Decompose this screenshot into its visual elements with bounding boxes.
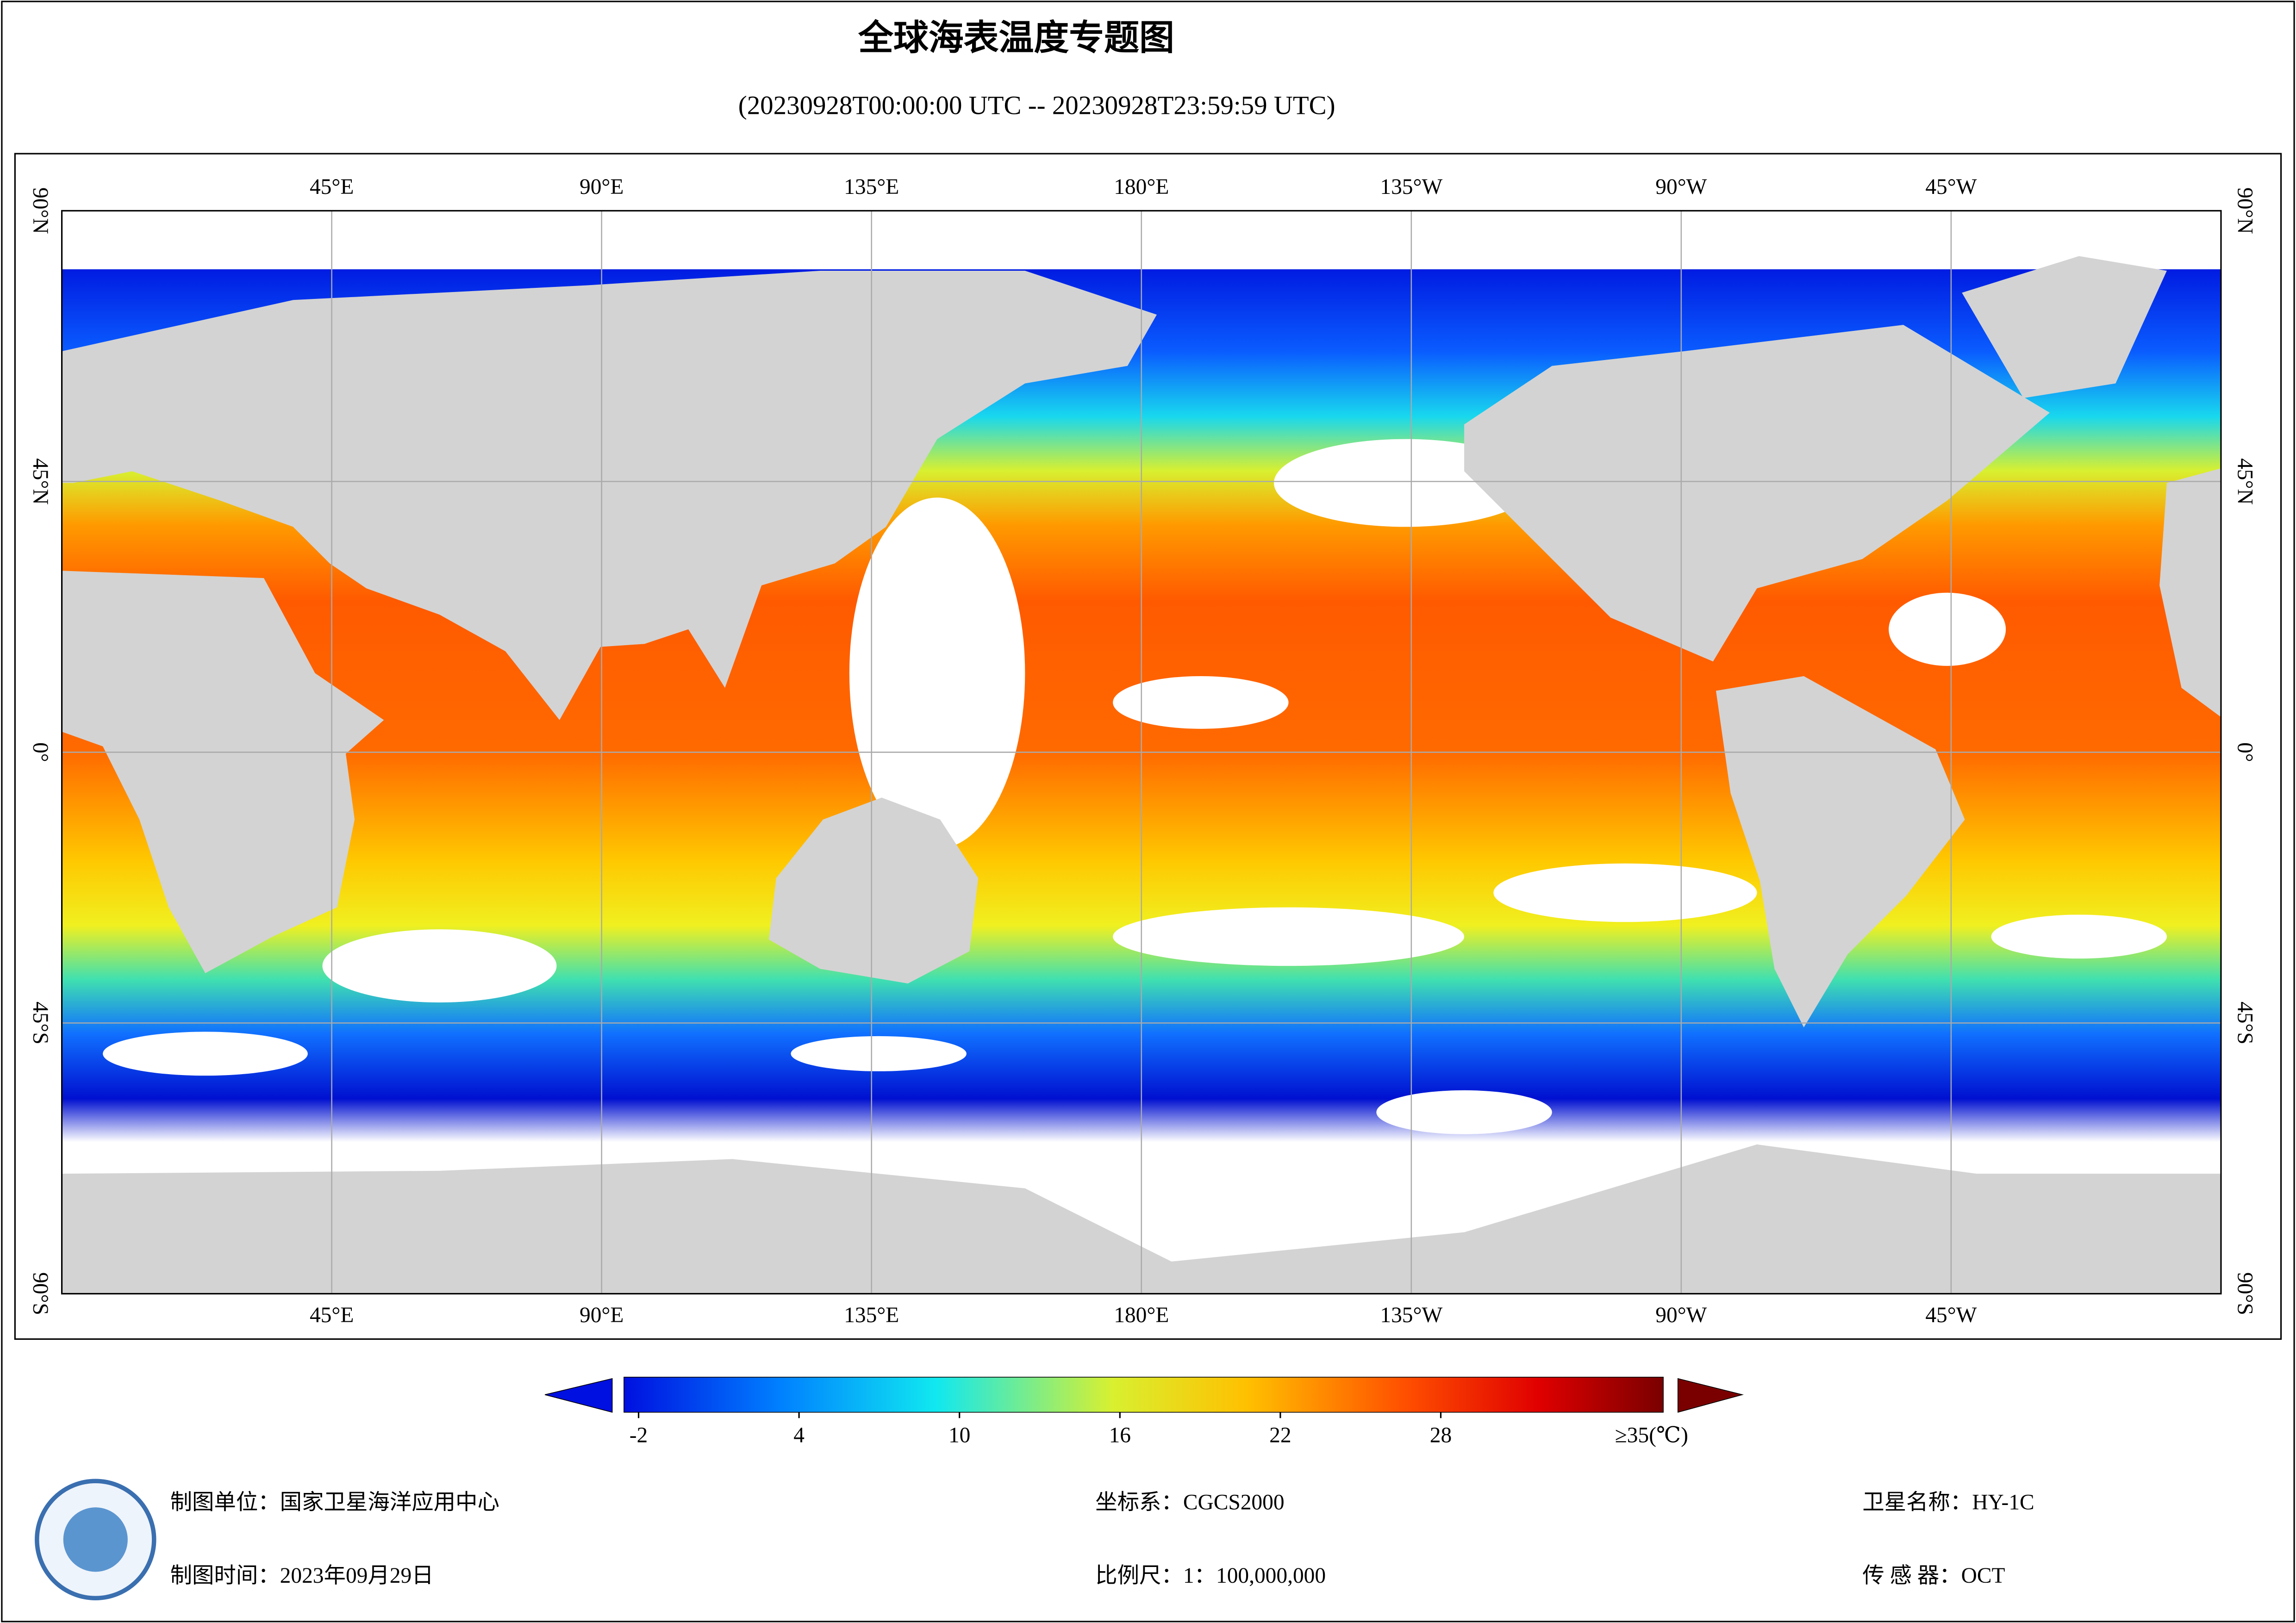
- lon-label-top: 135°W: [1380, 175, 1442, 199]
- colorbar-tick-label: 16: [1109, 1423, 1131, 1447]
- footer-satellite: 卫星名称：HY-1C: [1862, 1491, 2034, 1515]
- lat-label-left: 45°S: [28, 1001, 52, 1045]
- lon-label-top: 45°W: [1925, 175, 1977, 199]
- lat-label-right: 0°: [2233, 742, 2257, 762]
- lon-label-top: 180°E: [1114, 175, 1169, 199]
- lat-label-left: 45°N: [28, 458, 52, 505]
- colorbar-tick-label: 22: [1269, 1423, 1291, 1447]
- footer-sensor: 传 感 器：OCT: [1862, 1564, 2005, 1588]
- lat-label-right: 45°N: [2233, 458, 2257, 505]
- lon-label-top: 90°W: [1655, 175, 1707, 199]
- lon-label-bottom: 135°E: [844, 1303, 899, 1327]
- lon-label-bottom: 90°E: [580, 1303, 624, 1327]
- colorbar-low-arrow: [544, 1378, 613, 1413]
- lat-label-left: 90°S: [28, 1272, 52, 1315]
- lon-label-top: 45°E: [310, 175, 354, 199]
- map-border: [61, 210, 2222, 1295]
- footer-scale: 比例尺：1：100,000,000: [1095, 1564, 1326, 1588]
- lat-label-right: 45°S: [2233, 1001, 2257, 1045]
- colorbar-tick-label: -2: [630, 1423, 648, 1447]
- lon-label-bottom: 45°E: [310, 1303, 354, 1327]
- lon-label-bottom: 180°E: [1114, 1303, 1169, 1327]
- colorbar-max-label: ≥35(℃): [1615, 1423, 1688, 1447]
- lon-label-bottom: 45°W: [1925, 1303, 1977, 1327]
- colorbar: [624, 1376, 1664, 1413]
- colorbar-tick-label: 10: [948, 1423, 970, 1447]
- lon-label-bottom: 90°W: [1655, 1303, 1707, 1327]
- footer-coords: 坐标系：CGCS2000: [1095, 1491, 1284, 1515]
- lon-label-top: 90°E: [580, 175, 624, 199]
- lon-label-bottom: 135°W: [1380, 1303, 1442, 1327]
- footer-unit: 制图单位：国家卫星海洋应用中心: [170, 1491, 499, 1515]
- lat-label-left: 0°: [28, 742, 52, 762]
- colorbar-tick-label: 4: [793, 1423, 805, 1447]
- footer-date: 制图时间：2023年09月29日: [170, 1564, 434, 1588]
- lon-label-top: 135°E: [844, 175, 899, 199]
- colorbar-high-arrow: [1677, 1378, 1744, 1413]
- lat-label-right: 90°S: [2233, 1272, 2257, 1315]
- subtitle: (20230928T00:00:00 UTC -- 20230928T23:59…: [738, 91, 1335, 120]
- map-frame: [14, 153, 2282, 1340]
- logo: [35, 1479, 156, 1600]
- lat-label-right: 90°N: [2233, 187, 2257, 234]
- graticule: [62, 211, 2221, 1294]
- title: 全球海表温度专题图: [858, 18, 1174, 58]
- colorbar-tick-label: 28: [1430, 1423, 1452, 1447]
- lat-label-left: 90°N: [28, 187, 52, 234]
